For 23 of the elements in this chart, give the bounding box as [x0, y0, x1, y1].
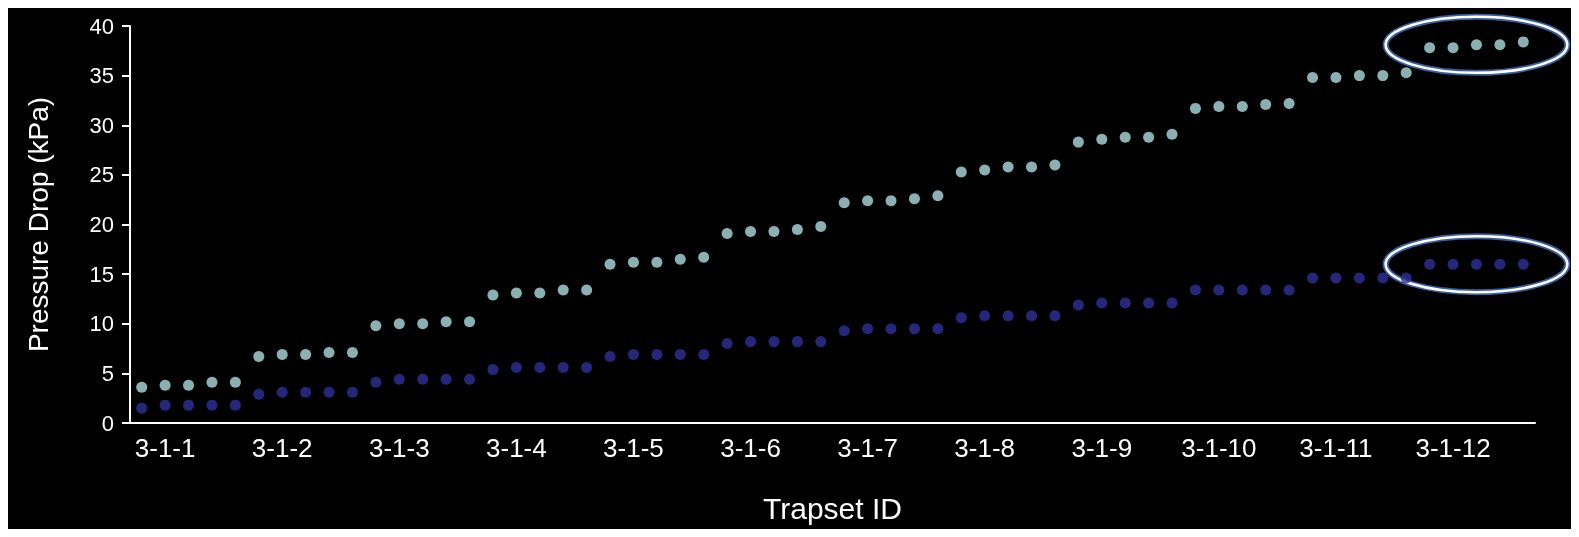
y-tick-label: 0 — [101, 410, 114, 436]
x-tick-label: 3-1-2 — [251, 433, 313, 463]
x-tick-label: 3-1-3 — [368, 433, 430, 463]
x-tick-label: 3-1-5 — [603, 433, 664, 463]
x-tick-label: 3-1-12 — [1415, 433, 1491, 463]
y-tick-label: 20 — [89, 212, 114, 237]
x-tick-label: 3-1-4 — [486, 433, 547, 463]
y-tick-label: 35 — [89, 63, 114, 89]
y-tick-label: 10 — [89, 311, 114, 337]
y-tick-label: 40 — [89, 13, 114, 39]
x-tick-label: 3-1-9 — [1071, 433, 1133, 463]
y-tick-label: 5 — [101, 360, 114, 386]
x-tick-label: 3-1-1 — [134, 433, 196, 463]
x-tick-label: 3-1-11 — [1299, 433, 1373, 463]
y-axis-title: Pressure Drop (kPa) — [22, 96, 54, 353]
x-tick-label: 3-1-6 — [720, 433, 781, 463]
x-tick-label: 3-1-7 — [837, 433, 898, 463]
y-tick-label: 30 — [89, 112, 114, 138]
x-tick-label: 3-1-8 — [954, 433, 1016, 463]
y-tick-label: 15 — [89, 261, 114, 287]
x-axis-title: Trapset ID — [763, 491, 902, 525]
x-tick-label: 3-1-10 — [1181, 433, 1257, 463]
y-tick-label: 25 — [89, 162, 114, 188]
